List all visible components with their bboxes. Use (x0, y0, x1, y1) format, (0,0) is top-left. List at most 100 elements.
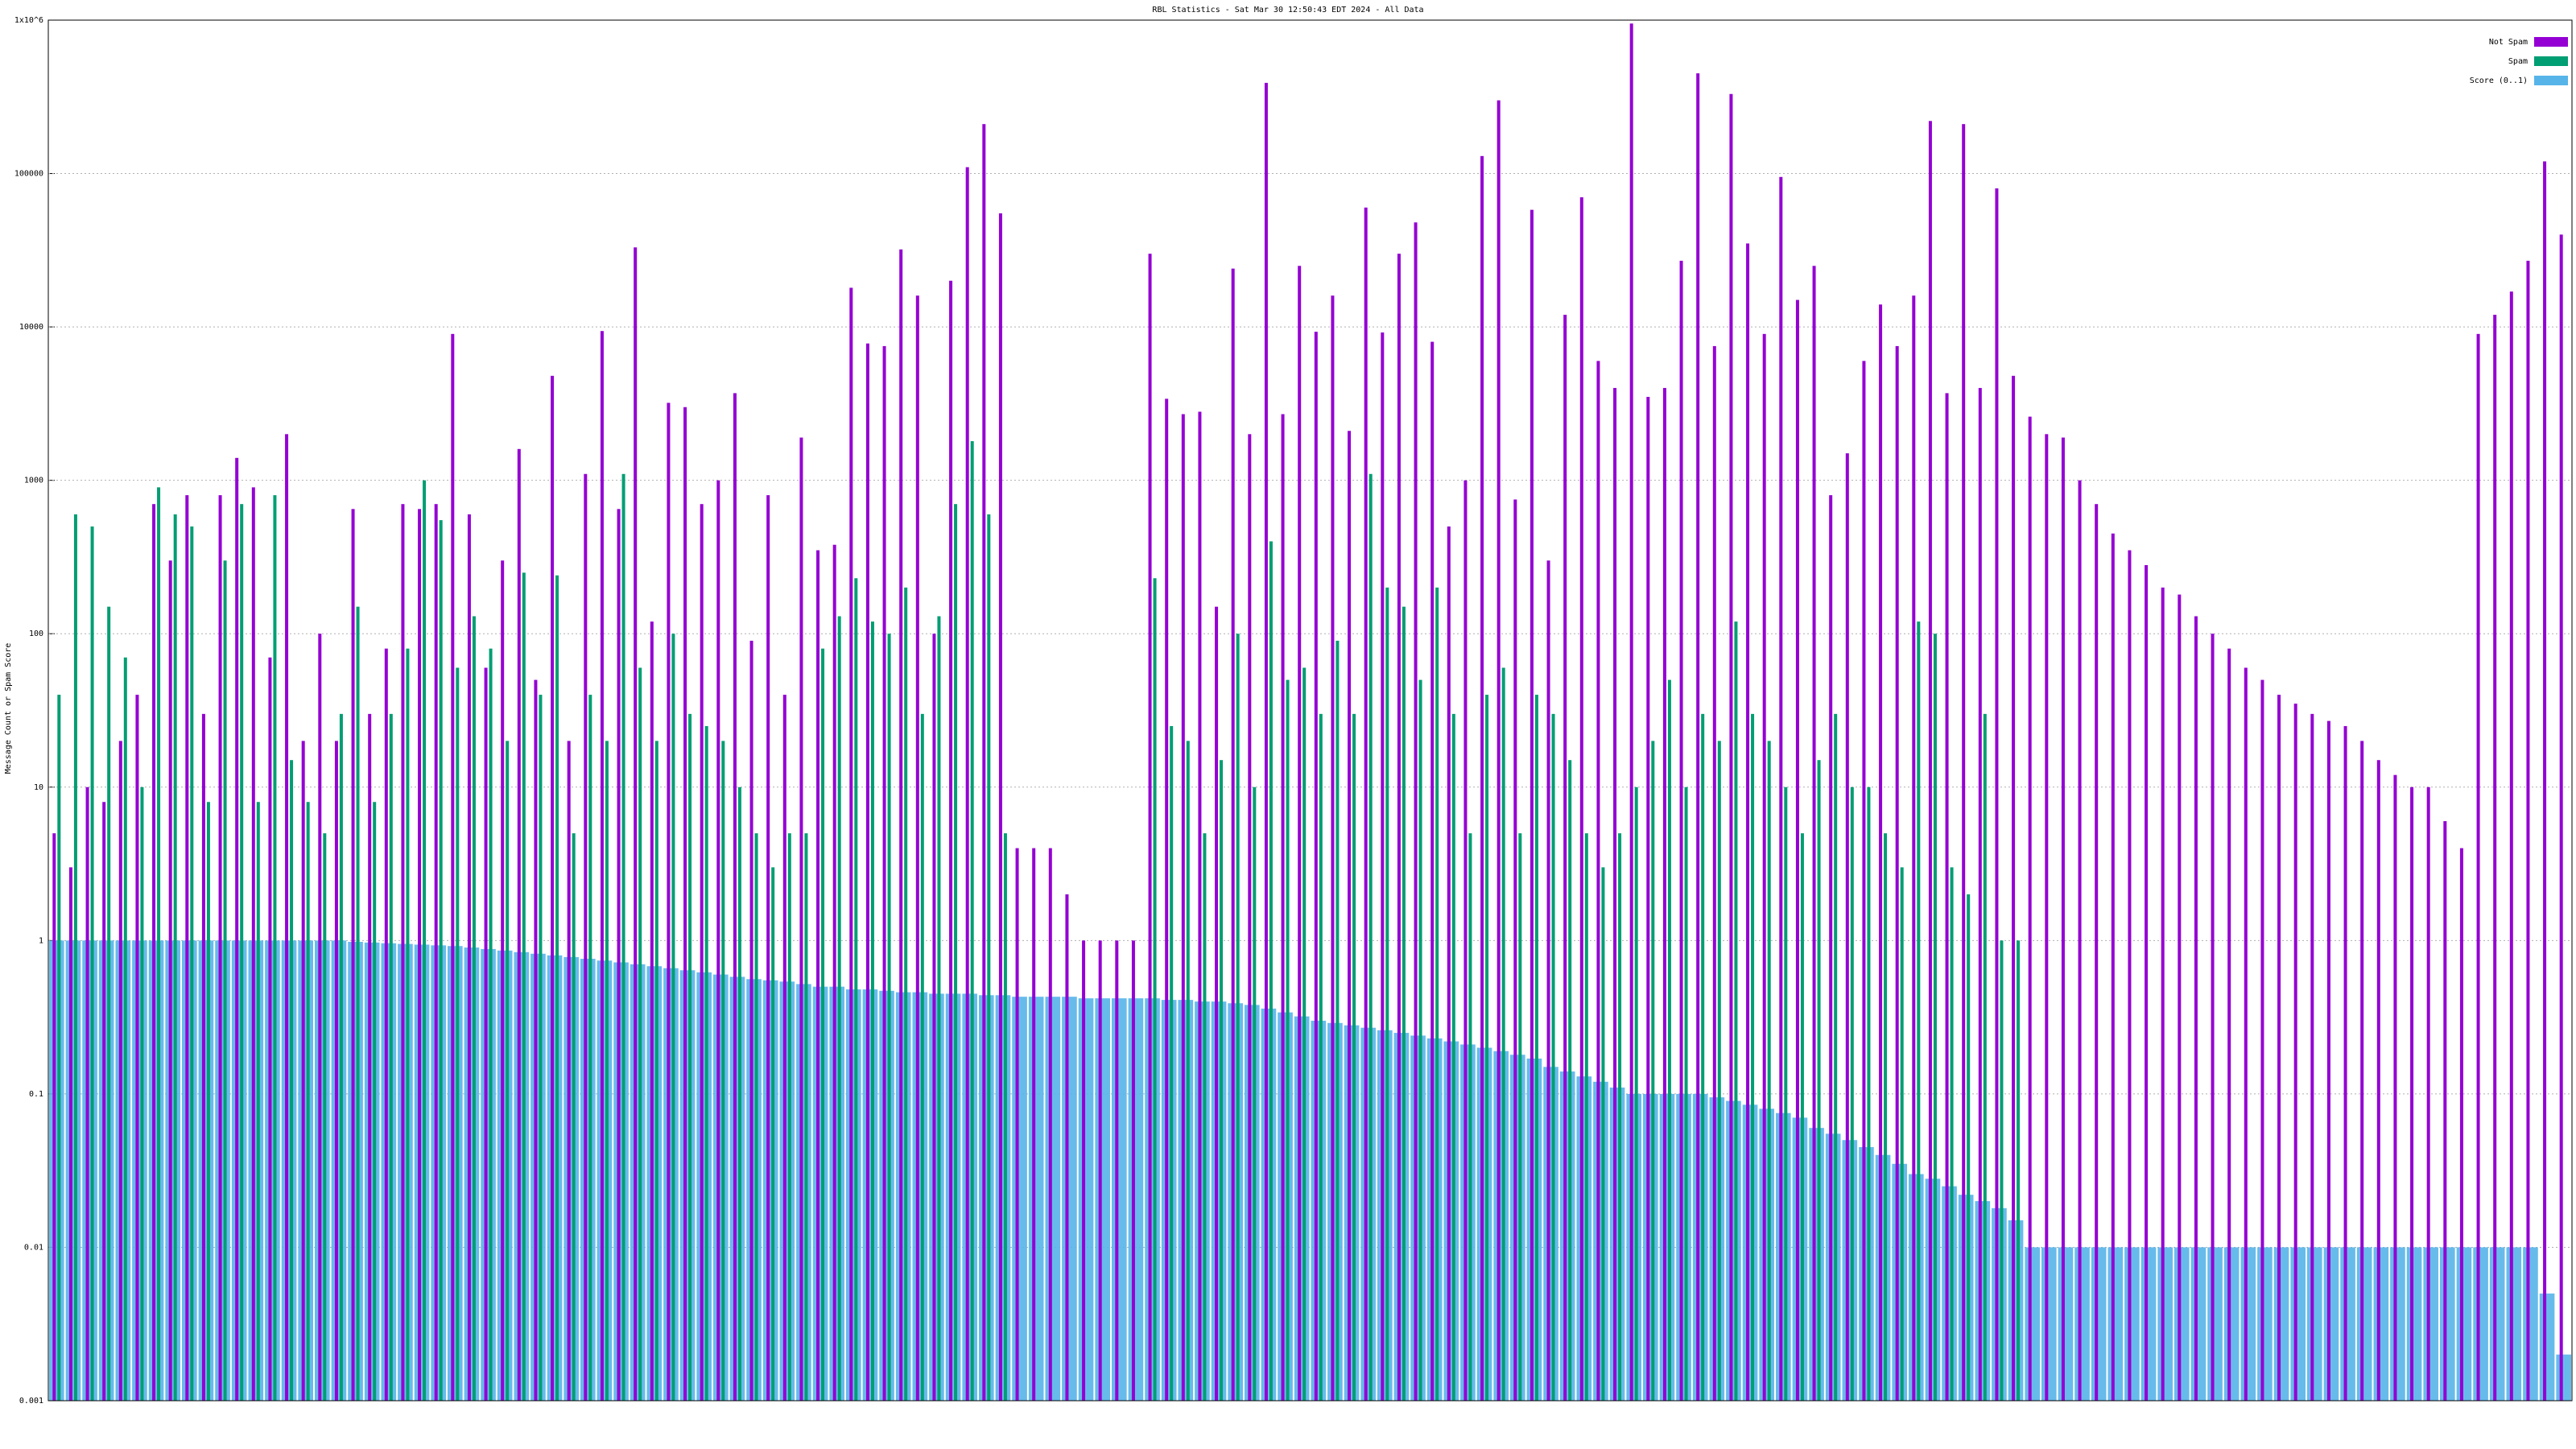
y-tick-label: 1x10^6 (14, 16, 43, 25)
bar (1078, 998, 1094, 1401)
bar (854, 578, 858, 1401)
bar (1928, 121, 1932, 1401)
bar (351, 509, 355, 1401)
bar (1618, 833, 1622, 1401)
bar (1231, 268, 1235, 1401)
bar (1414, 222, 1418, 1401)
bar (954, 504, 958, 1401)
bar (1779, 176, 1783, 1402)
bar (1215, 606, 1219, 1401)
bar (1377, 1030, 1393, 1401)
bar (1596, 361, 1600, 1401)
bar (1613, 387, 1617, 1401)
bar (364, 942, 380, 1401)
bar (1181, 414, 1185, 1401)
bar (1186, 741, 1190, 1401)
bar (107, 606, 111, 1401)
bar (1659, 1093, 1675, 1401)
y-tick-label: 0.1 (29, 1090, 43, 1099)
bar (882, 345, 886, 1401)
bar (1476, 1047, 1492, 1401)
bar (456, 667, 460, 1401)
bar (2376, 760, 2380, 1401)
bar (849, 287, 853, 1401)
bar (696, 972, 712, 1401)
bar (1253, 786, 1257, 1401)
bar (650, 621, 654, 1401)
bar (290, 760, 294, 1401)
bar (534, 679, 538, 1401)
bar (1850, 786, 1854, 1401)
bar (1958, 1195, 1974, 1401)
bar (721, 741, 725, 1401)
bar (2273, 1247, 2289, 1401)
bar (102, 802, 106, 1401)
bar (539, 695, 543, 1401)
bar (1468, 833, 1472, 1401)
bar (2161, 587, 2165, 1401)
bar (1992, 1208, 2007, 1401)
bar (2240, 1247, 2256, 1401)
bar (315, 940, 330, 1401)
bar (1065, 894, 1069, 1401)
bar (1426, 1038, 1443, 1401)
bar (185, 495, 189, 1401)
bar (2456, 1247, 2472, 1401)
bar (1264, 82, 1268, 1401)
bar (1331, 295, 1335, 1402)
bar (887, 634, 891, 1401)
bar (1385, 587, 1389, 1401)
bar (2443, 821, 2447, 1401)
bar (1909, 1174, 1924, 1401)
bar (588, 695, 592, 1401)
bar (679, 970, 696, 1401)
bar (1842, 1140, 1858, 1401)
bar (1892, 1163, 1907, 1401)
bar (1900, 867, 1904, 1401)
bar (434, 504, 438, 1401)
bar (2277, 695, 2281, 1401)
bar (2178, 594, 2182, 1401)
bar (1762, 333, 1766, 1401)
bar (401, 504, 405, 1401)
bar (198, 940, 214, 1401)
bar (2061, 437, 2065, 1402)
bar (65, 940, 81, 1401)
bar (168, 560, 172, 1401)
legend-swatch (2534, 76, 2568, 85)
bar (281, 940, 297, 1401)
bar (2008, 1220, 2024, 1401)
bar (1579, 197, 1583, 1401)
bar (995, 995, 1011, 1401)
bar (1862, 361, 1866, 1401)
bar (1767, 741, 1771, 1401)
bar (331, 940, 347, 1401)
bar (2290, 1247, 2306, 1401)
bar (646, 966, 663, 1401)
bar (2058, 1247, 2074, 1401)
bar (1314, 332, 1318, 1402)
y-tick-label: 1000 (24, 477, 43, 485)
bar (123, 657, 127, 1401)
bar (1012, 997, 1027, 1401)
bar (1447, 526, 1451, 1402)
bar (2523, 1247, 2538, 1401)
bar (870, 621, 874, 1401)
bar (2343, 725, 2347, 1401)
y-tick-label: 10000 (19, 323, 43, 332)
bar (506, 741, 510, 1401)
bar (423, 480, 427, 1401)
bar (1568, 760, 1572, 1401)
bar (962, 993, 977, 1401)
bar (821, 648, 825, 1401)
bar (1381, 332, 1385, 1402)
bar (339, 713, 343, 1401)
bar (1286, 679, 1290, 1401)
bar (630, 964, 646, 1401)
bar (1128, 998, 1144, 1401)
bar (762, 980, 778, 1401)
bar (1696, 73, 1700, 1402)
bar (1443, 1041, 1459, 1401)
bar (68, 867, 72, 1401)
